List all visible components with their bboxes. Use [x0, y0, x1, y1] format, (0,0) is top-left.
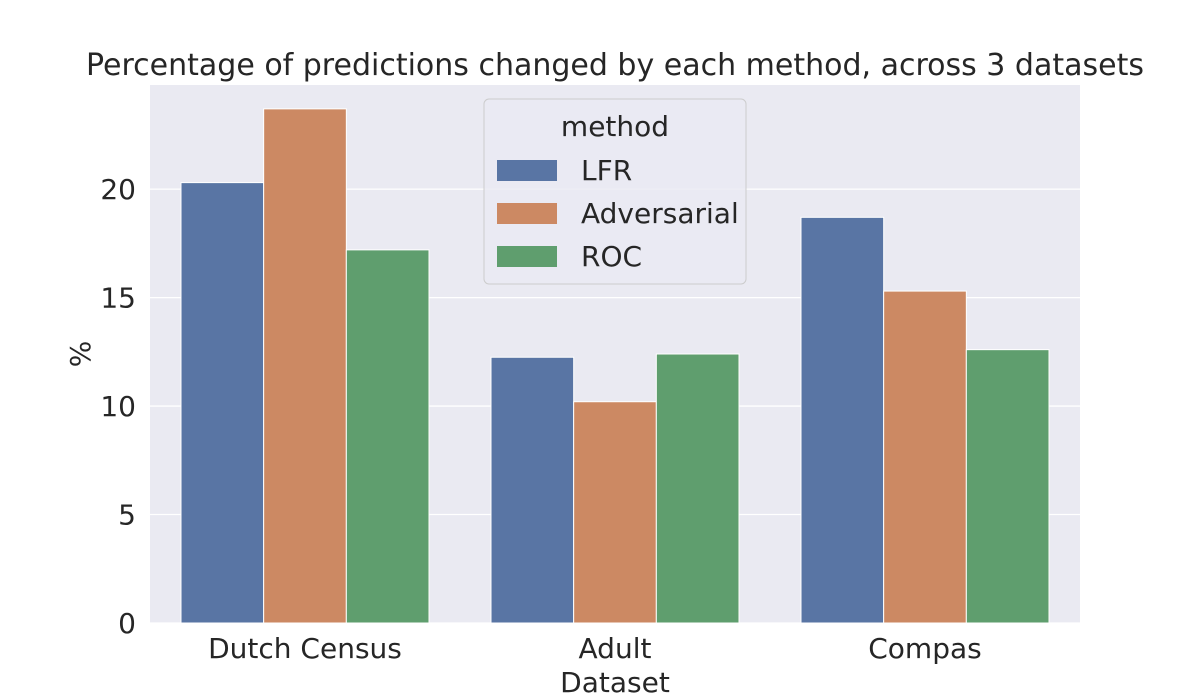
- legend-swatch-roc: [497, 246, 557, 267]
- bar-adversarial-dutch-census: [263, 108, 347, 624]
- bar-adversarial-compas: [883, 290, 967, 624]
- legend-box: [483, 98, 747, 285]
- chart-title: Percentage of predictions changed by eac…: [86, 48, 1144, 83]
- y-tick-label: 5: [118, 499, 136, 532]
- bar-lfr-dutch-census: [180, 182, 265, 624]
- x-axis-label: Dataset: [560, 666, 670, 699]
- legend-swatch-adversarial: [497, 203, 557, 224]
- legend-label-roc: ROC: [581, 240, 642, 273]
- x-tick-label: Dutch Census: [208, 632, 402, 665]
- legend: method LFR Adversarial ROC: [483, 98, 747, 285]
- bar-lfr-adult: [490, 356, 575, 624]
- bar-roc-compas: [965, 349, 1050, 624]
- y-axis-label: %: [64, 341, 97, 368]
- legend-label-lfr: LFR: [581, 154, 632, 187]
- bar-adversarial-adult: [573, 401, 657, 624]
- bar-roc-adult: [655, 353, 740, 624]
- x-tick-label: Adult: [579, 632, 652, 665]
- x-tick-label: Compas: [868, 632, 981, 665]
- y-tick-label: 15: [100, 282, 136, 315]
- legend-label-adversarial: Adversarial: [581, 197, 739, 230]
- x-tick-labels: Dutch Census Adult Compas: [208, 632, 982, 665]
- bar-lfr-compas: [800, 216, 885, 624]
- y-tick-label: 0: [118, 607, 136, 640]
- bar-roc-dutch-census: [345, 249, 430, 624]
- legend-swatch-lfr: [497, 160, 557, 181]
- y-tick-labels: 0 5 10 15 20: [100, 173, 136, 640]
- bars: [180, 108, 1050, 624]
- y-tick-label: 10: [100, 390, 136, 423]
- legend-title: method: [561, 110, 669, 143]
- y-tick-label: 20: [100, 173, 136, 206]
- legend-items: LFR Adversarial ROC: [497, 154, 739, 273]
